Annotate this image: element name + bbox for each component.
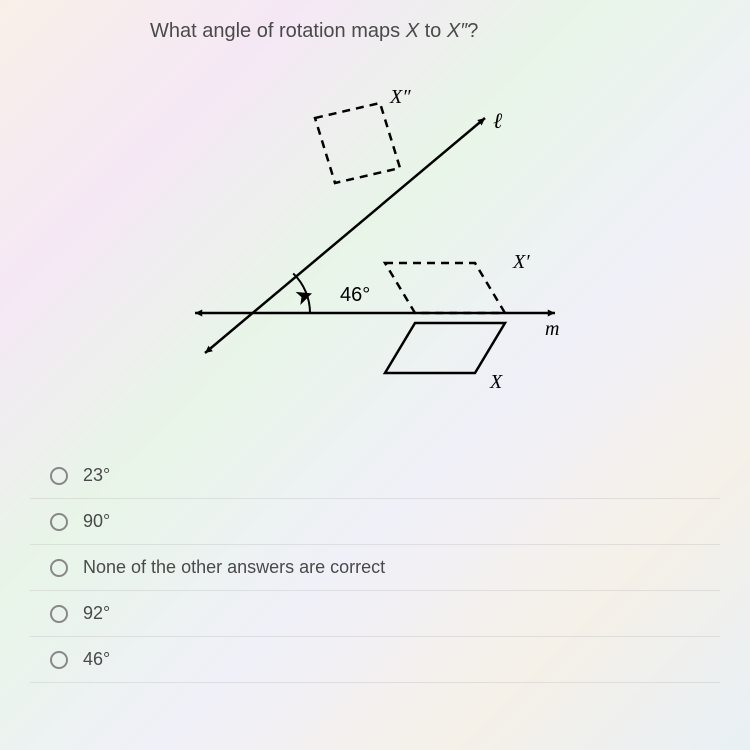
answer-options: 23° 90° None of the other answers are co…: [30, 453, 720, 683]
radio-icon[interactable]: [50, 467, 68, 485]
diagram-svg: 46° ℓ m X X′ X″: [175, 63, 575, 423]
option-label: 46°: [83, 649, 110, 670]
option-label: 90°: [83, 511, 110, 532]
option-label: 23°: [83, 465, 110, 486]
geometry-diagram: ➤ 46°ℓmXX′X″: [175, 63, 575, 423]
question-suffix: ?: [467, 20, 478, 42]
svg-text:X′: X′: [512, 251, 530, 273]
question-var2: X″: [447, 20, 467, 42]
svg-text:m: m: [545, 318, 559, 340]
svg-text:ℓ: ℓ: [493, 108, 503, 133]
option-row[interactable]: 90°: [30, 499, 720, 545]
option-label: 92°: [83, 603, 110, 624]
svg-text:46°: 46°: [340, 284, 370, 306]
radio-icon[interactable]: [50, 651, 68, 669]
option-row[interactable]: None of the other answers are correct: [30, 545, 720, 591]
question-text: What angle of rotation maps X to X″?: [150, 20, 720, 43]
radio-icon[interactable]: [50, 513, 68, 531]
option-row[interactable]: 92°: [30, 591, 720, 637]
option-label: None of the other answers are correct: [83, 557, 385, 578]
question-var1: X: [406, 20, 419, 42]
question-mid: to: [419, 20, 447, 42]
radio-icon[interactable]: [50, 605, 68, 623]
option-row[interactable]: 46°: [30, 637, 720, 683]
question-prefix: What angle of rotation maps: [150, 20, 406, 42]
svg-text:X″: X″: [389, 86, 411, 108]
radio-icon[interactable]: [50, 559, 68, 577]
svg-text:X: X: [489, 371, 503, 393]
option-row[interactable]: 23°: [30, 453, 720, 499]
